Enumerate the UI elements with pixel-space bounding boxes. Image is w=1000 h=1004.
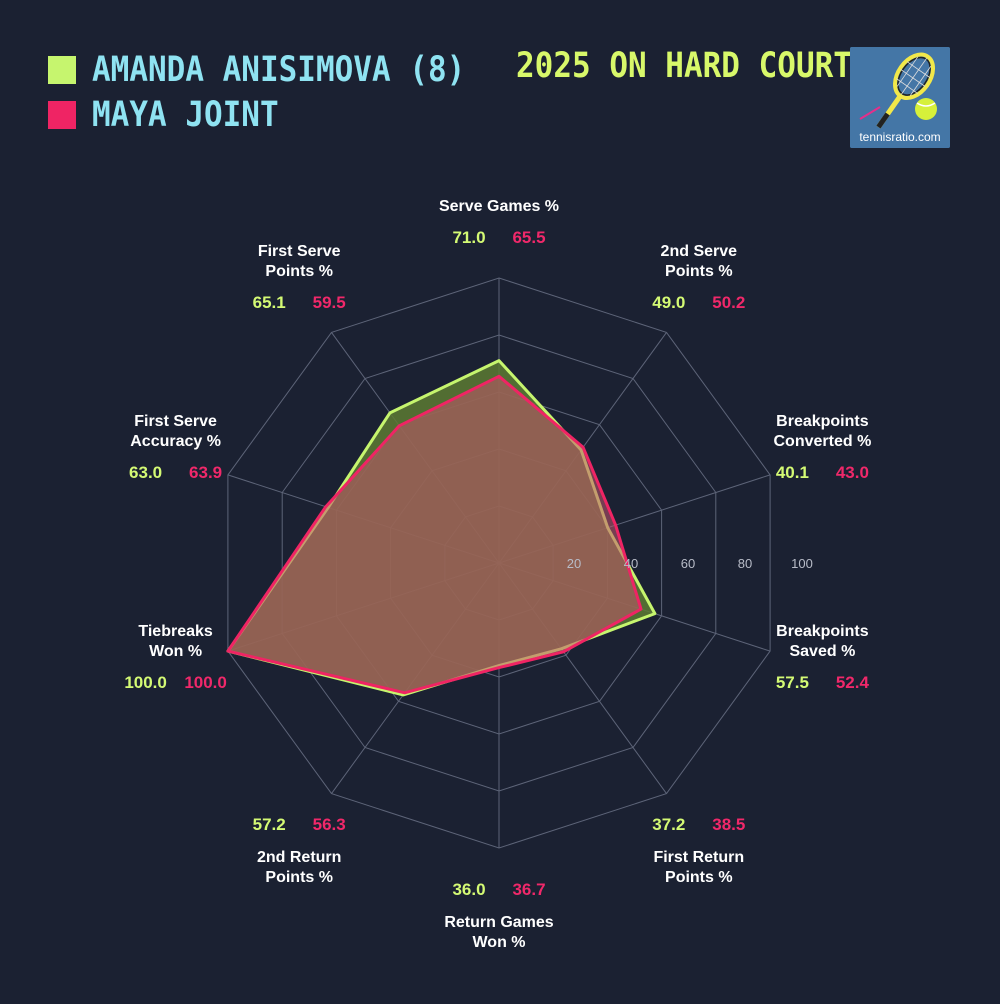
value-label-anisimova: 71.0	[452, 228, 485, 247]
value-label-joint: 43.0	[836, 463, 869, 482]
value-label-anisimova: 100.0	[124, 673, 167, 692]
category-label-group: Tiebreaks Won % 100.0 100.0	[124, 623, 227, 692]
tick-label: 80	[738, 556, 752, 571]
category-label: Saved %	[789, 643, 855, 660]
category-label-group: Breakpoints Saved % 57.5 52.4	[776, 623, 870, 692]
value-label-anisimova: 65.1	[253, 293, 286, 312]
tick-label: 60	[681, 556, 695, 571]
value-label-anisimova: 36.0	[452, 880, 485, 899]
tick-label: 100	[791, 556, 813, 571]
category-label: Accuracy %	[130, 433, 221, 450]
value-label-anisimova: 49.0	[652, 293, 685, 312]
category-label-group: Serve Games % 71.0 65.5	[439, 198, 559, 247]
category-label: Tiebreaks	[138, 623, 213, 640]
value-label-joint: 56.3	[313, 815, 346, 834]
value-label-anisimova: 57.2	[253, 815, 286, 834]
value-label-joint: 100.0	[184, 673, 227, 692]
category-label: Points %	[665, 263, 733, 280]
category-label: Return Games	[444, 914, 553, 931]
category-label-group: First Return Points % 37.2 38.5	[652, 815, 745, 886]
legend-swatch-joint	[48, 101, 76, 129]
category-label: Won %	[472, 934, 525, 951]
value-label-anisimova: 63.0	[129, 463, 162, 482]
series-area-joint	[226, 374, 643, 695]
value-label-joint: 50.2	[712, 293, 745, 312]
category-label: Breakpoints	[776, 623, 869, 640]
value-label-joint: 65.5	[512, 228, 545, 247]
category-label: Won %	[149, 643, 202, 660]
category-label: Breakpoints	[776, 413, 869, 430]
category-label: Converted %	[774, 433, 872, 450]
category-label: Points %	[265, 869, 333, 886]
chart-title: 2025 ON HARD COURTS	[516, 45, 871, 87]
category-label: Points %	[265, 263, 333, 280]
radar-series	[226, 359, 657, 697]
category-label: 2nd Return	[257, 849, 341, 866]
tick-label: 40	[624, 556, 638, 571]
category-label: Points %	[665, 869, 733, 886]
tennis-racket-ball-icon	[850, 47, 950, 148]
tick-label: 20	[567, 556, 581, 571]
legend-label-joint: MAYA JOINT	[92, 94, 279, 136]
value-label-joint: 59.5	[313, 293, 346, 312]
category-label-group: 2nd Serve Points % 49.0 50.2	[652, 243, 745, 312]
value-label-anisimova: 37.2	[652, 815, 685, 834]
value-label-anisimova: 57.5	[776, 673, 809, 692]
category-label: First Serve	[134, 413, 217, 430]
category-label: First Return	[653, 849, 744, 866]
category-label-group: 2nd Return Points % 57.2 56.3	[253, 815, 346, 886]
category-label-group: Return Games Won % 36.0 36.7	[444, 880, 553, 951]
logo-text: tennisratio.com	[859, 130, 941, 144]
category-label: Serve Games %	[439, 198, 559, 215]
category-label-group: First Serve Accuracy % 63.0 63.9	[129, 413, 222, 482]
legend-item-anisimova: AMANDA ANISIMOVA (8)	[48, 49, 466, 91]
radial-tick-labels: 20 40 60 80 100	[567, 556, 813, 571]
category-label: 2nd Serve	[661, 243, 738, 260]
legend-item-joint: MAYA JOINT	[48, 94, 279, 136]
category-labels: Serve Games % 71.0 65.5 2nd Serve Points % 49…	[124, 198, 871, 951]
category-label-group: First Serve Points % 65.1 59.5	[253, 243, 346, 312]
legend-swatch-anisimova	[48, 56, 76, 84]
legend-label-anisimova: AMANDA ANISIMOVA (8)	[92, 49, 466, 91]
value-label-anisimova: 40.1	[776, 463, 809, 482]
value-label-joint: 63.9	[189, 463, 222, 482]
value-label-joint: 52.4	[836, 673, 870, 692]
value-label-joint: 36.7	[512, 880, 545, 899]
value-label-joint: 38.5	[712, 815, 745, 834]
category-label-group: Breakpoints Converted % 40.1 43.0	[774, 413, 872, 482]
tennisratio-logo[interactable]: tennisratio.com	[850, 47, 950, 148]
category-label: First Serve	[258, 243, 341, 260]
